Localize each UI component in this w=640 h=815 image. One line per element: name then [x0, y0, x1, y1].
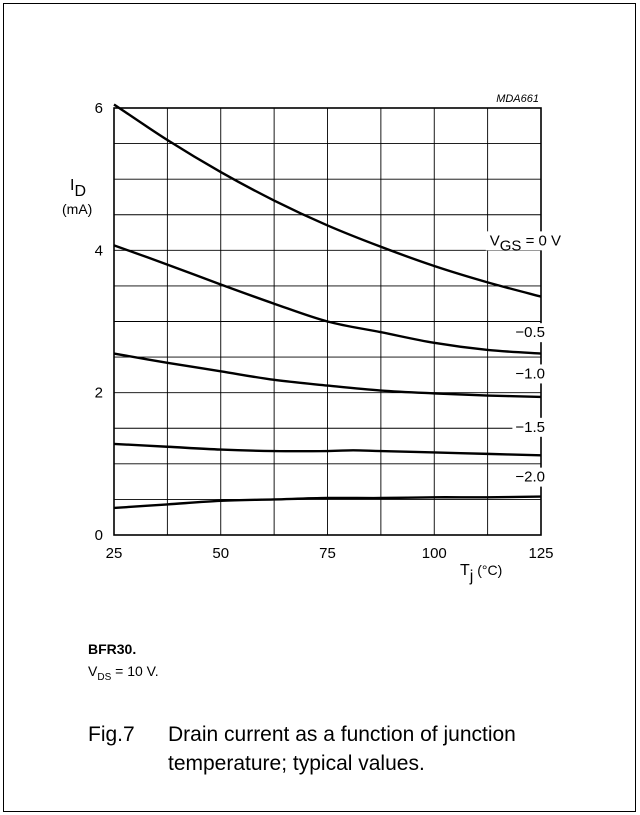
x-tick-label: 100 — [422, 545, 447, 562]
part-number: BFR30. — [88, 641, 137, 657]
series-label-bg — [512, 323, 551, 343]
x-tick-label: 50 — [212, 545, 229, 562]
figure-number: Fig.7 — [88, 723, 135, 746]
series-label-subscript: GS — [500, 237, 522, 254]
x-tick-label: 75 — [319, 545, 336, 562]
chart-code: MDA661 — [496, 93, 539, 105]
series-label-symbol: V — [490, 232, 500, 249]
series-line — [113, 442, 542, 457]
y-tick-label: 4 — [95, 242, 103, 259]
y-tick-label: 6 — [95, 100, 103, 117]
x-tick-label: 125 — [528, 545, 553, 562]
vds-value: = 10 V. — [111, 663, 159, 679]
y-axis-subscript: D — [74, 183, 86, 200]
x-axis-unit: (°C) — [473, 562, 502, 578]
figure-text: Drain current as a function of junction … — [168, 723, 516, 775]
series-label-value: = 0 V — [521, 232, 561, 249]
series-label: −0.5 — [515, 324, 545, 341]
series-label-bg — [512, 467, 551, 487]
series-label: −1.5 — [515, 419, 545, 436]
series-line — [113, 103, 542, 298]
series-line — [113, 352, 542, 399]
plot-border — [113, 107, 542, 536]
y-tick-label: 2 — [95, 385, 103, 402]
vds-condition: VDS = 10 V. — [88, 663, 159, 683]
x-axis-subscript: j — [469, 568, 474, 585]
drain-current-chart: VGS = 0 V −0.5 −1.0 −1.5 −2.0 MDA661 25 50 75 100… — [62, 93, 606, 585]
series-label-bg — [512, 364, 551, 384]
series-label: −2.0 — [515, 469, 545, 486]
series-label: −1.0 — [515, 365, 545, 382]
y-axis-symbol: I — [70, 177, 74, 194]
vds-symbol: V — [88, 663, 98, 679]
series-line — [113, 244, 542, 355]
series-line — [113, 495, 542, 510]
figure-frame — [3, 3, 636, 812]
series-label-bg — [485, 231, 606, 251]
series-label: VGS = 0 V — [490, 232, 561, 254]
x-axis-label: Tj (°C) — [460, 562, 502, 585]
vds-subscript: DS — [97, 671, 112, 683]
series-label-bg — [512, 417, 551, 437]
x-tick-label: 25 — [106, 545, 123, 562]
y-axis-label: ID — [70, 177, 86, 200]
y-tick-label: 0 — [95, 527, 103, 544]
x-axis-symbol: T — [460, 562, 470, 579]
y-axis-unit: (mA) — [62, 201, 92, 217]
